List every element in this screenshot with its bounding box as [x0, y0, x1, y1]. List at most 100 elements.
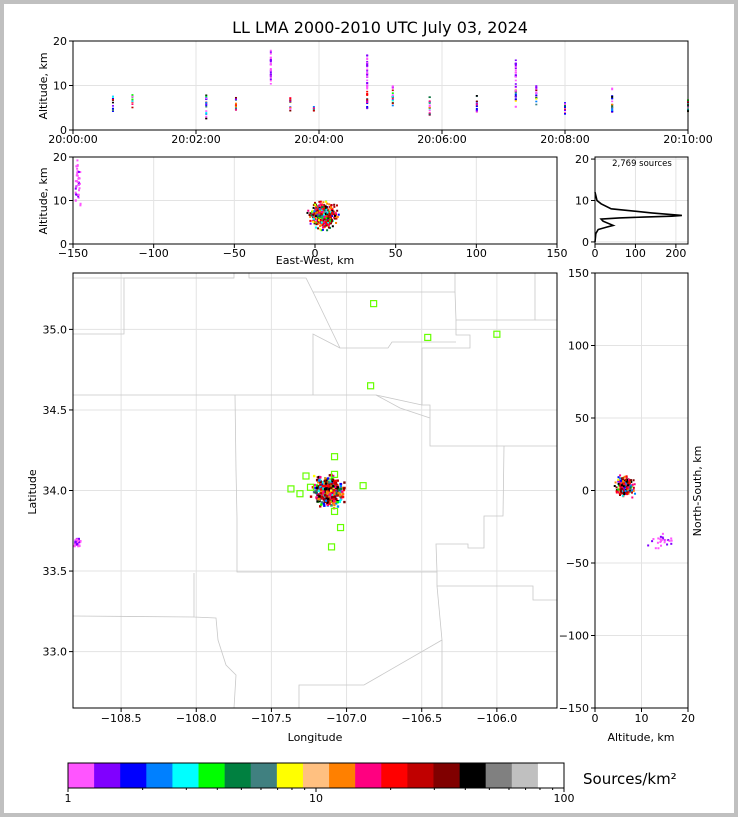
source-point [475, 107, 478, 110]
source-point [330, 477, 334, 480]
source-point [234, 102, 237, 105]
source-point [615, 486, 618, 489]
source-point [76, 171, 79, 174]
station-marker [424, 333, 432, 342]
source-point [668, 539, 671, 542]
source-point [656, 541, 659, 544]
source-point [234, 96, 237, 99]
colorbar-cell [381, 763, 408, 788]
source-point [318, 216, 321, 219]
source-point [322, 483, 326, 486]
source-point [324, 499, 328, 502]
source-point [205, 104, 208, 106]
source-point [315, 496, 318, 499]
source-point [629, 486, 632, 489]
source-point [564, 104, 566, 107]
ns-ytick-label: −100 [559, 630, 589, 643]
source-point [319, 203, 322, 206]
source-point [76, 164, 79, 167]
source-point [77, 537, 80, 541]
source-point [333, 503, 336, 507]
source-point [234, 107, 237, 109]
source-point [331, 218, 334, 221]
source-point [324, 212, 327, 215]
altitude-histogram-panel: 0 100 200 0 10 20 2,769 sources [575, 153, 689, 260]
source-point [336, 215, 339, 218]
source-point [327, 484, 330, 488]
source-point [131, 98, 134, 101]
source-point [269, 76, 272, 79]
source-point [657, 547, 660, 550]
source-point [659, 538, 662, 541]
source-point [328, 502, 331, 505]
time-ytick-label: 0 [60, 124, 67, 137]
source-point [326, 477, 330, 480]
source-point [78, 544, 81, 548]
source-point [319, 219, 322, 222]
source-point [316, 486, 319, 490]
source-point [329, 219, 332, 222]
source-point [316, 476, 320, 479]
source-point [621, 486, 624, 489]
source-point [326, 497, 330, 501]
source-point [331, 502, 335, 505]
source-point [619, 481, 622, 484]
source-point [342, 487, 346, 490]
source-point [339, 490, 343, 494]
source-point [315, 223, 318, 226]
source-point [630, 484, 633, 487]
source-point [317, 220, 320, 223]
source-point [428, 100, 431, 102]
source-point [622, 489, 625, 492]
source-point [322, 490, 325, 493]
colorbar-tick-label: 1 [65, 792, 72, 805]
source-point [339, 487, 343, 491]
source-point [331, 213, 334, 216]
source-point [269, 56, 272, 59]
source-point [652, 538, 655, 541]
colorbar-tick-label: 10 [309, 792, 323, 805]
source-point [317, 222, 320, 225]
source-point [366, 105, 369, 108]
source-point [312, 217, 315, 220]
source-point [611, 87, 614, 90]
source-point [366, 63, 369, 65]
source-point [618, 494, 621, 497]
source-point [611, 105, 614, 107]
source-point [514, 74, 517, 77]
source-point [131, 106, 134, 109]
source-point [627, 484, 630, 487]
source-point [111, 105, 114, 107]
source-point [391, 94, 394, 96]
source-point [628, 480, 631, 483]
source-point [428, 109, 431, 112]
source-point [269, 68, 272, 70]
station-marker [296, 490, 304, 498]
source-point [317, 489, 320, 492]
map-xtick-label: −106.0 [477, 712, 518, 725]
station-marker [327, 543, 336, 551]
source-point [620, 487, 623, 490]
source-point [205, 94, 208, 97]
source-point [514, 76, 517, 78]
source-point [334, 481, 337, 485]
source-point [324, 205, 327, 208]
colorbar-cell [94, 763, 121, 788]
source-point [205, 97, 208, 100]
source-point [620, 484, 623, 487]
source-point [341, 486, 344, 490]
source-point [319, 200, 322, 203]
source-point [332, 494, 336, 497]
source-point [74, 539, 77, 542]
source-point [647, 544, 650, 547]
source-point [366, 76, 369, 78]
source-point [322, 207, 325, 210]
source-point [618, 492, 621, 495]
source-point [623, 486, 626, 489]
source-point [312, 474, 316, 478]
source-point [564, 103, 566, 105]
source-point [654, 547, 657, 550]
source-point [535, 87, 538, 89]
source-point [618, 484, 621, 487]
source-point [205, 117, 208, 120]
